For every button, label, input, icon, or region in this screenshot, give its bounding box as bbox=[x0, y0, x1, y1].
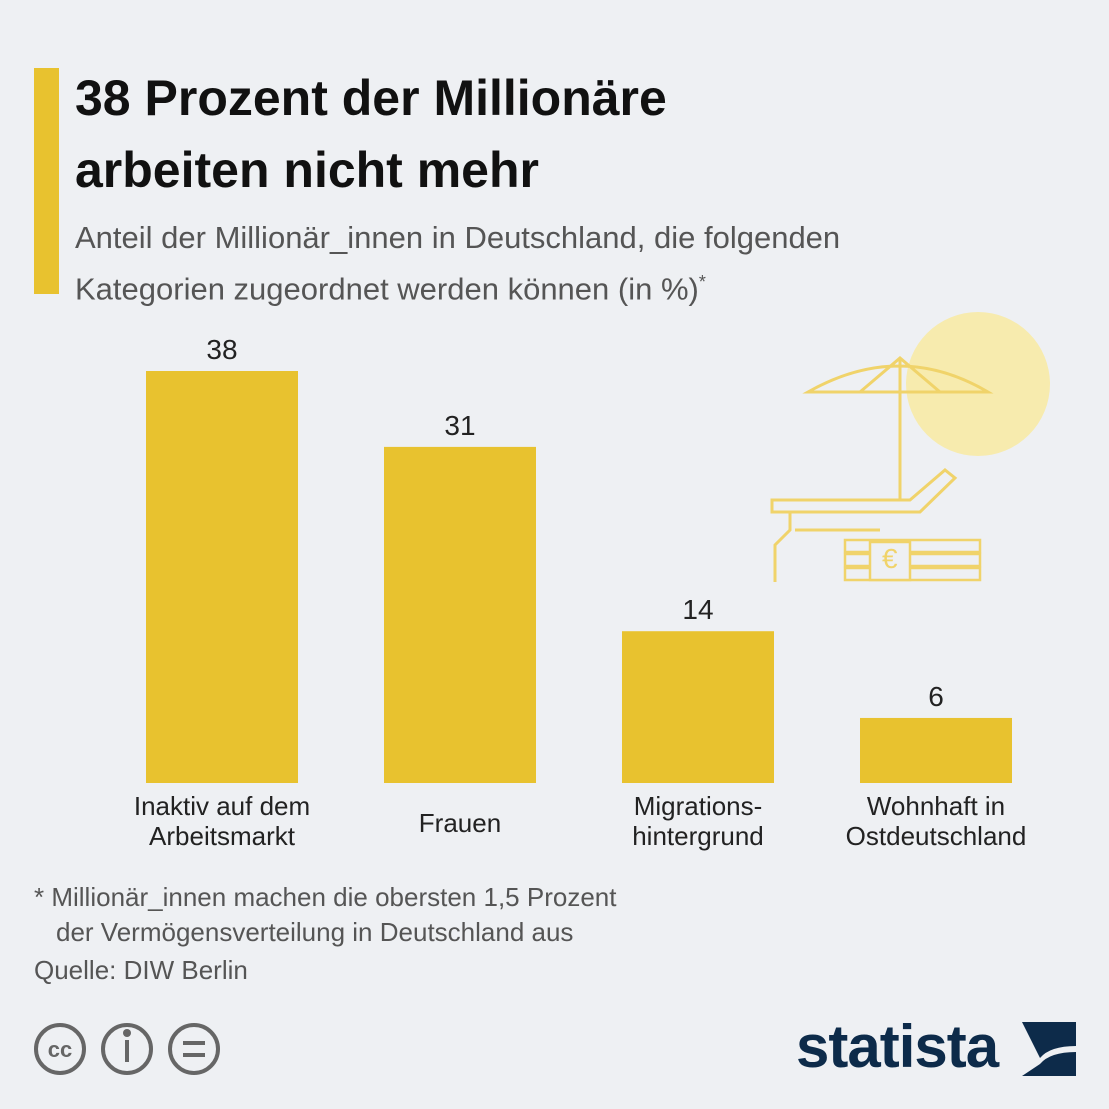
bar bbox=[860, 717, 1012, 783]
illustration: € bbox=[770, 312, 1050, 582]
subtitle-line: Anteil der Millionär_innen in Deutschlan… bbox=[75, 220, 841, 255]
title-line: arbeiten nicht mehr bbox=[75, 142, 539, 198]
footnote-line: der Vermögensverteilung in Deutschland a… bbox=[56, 917, 574, 947]
category-label: Migrations- bbox=[634, 791, 763, 821]
subtitle: Anteil der Millionär_innen in Deutschlan… bbox=[75, 216, 840, 311]
bar bbox=[384, 446, 536, 783]
title-line: 38 Prozent der Millionäre bbox=[75, 70, 667, 126]
subtitle-text: Kategorien zugeordnet werden können (in … bbox=[75, 271, 699, 307]
category-label: Arbeitsmarkt bbox=[149, 821, 296, 851]
bar bbox=[146, 371, 298, 783]
value-label: 14 bbox=[682, 594, 713, 625]
bar bbox=[622, 631, 774, 783]
title: 38 Prozent der Millionäre arbeiten nicht… bbox=[75, 62, 667, 206]
footnote-line: * Millionär_innen machen die obersten 1,… bbox=[34, 882, 617, 912]
subtitle-line: Kategorien zugeordnet werden können (in … bbox=[75, 260, 840, 311]
value-label: 38 bbox=[206, 334, 237, 365]
category-label: hintergrund bbox=[632, 821, 764, 851]
value-label: 31 bbox=[444, 410, 475, 441]
value-label: 6 bbox=[928, 681, 944, 712]
accent-bar bbox=[34, 68, 59, 294]
category-label: Frauen bbox=[419, 808, 501, 838]
subtitle-marker: * bbox=[698, 272, 706, 292]
category-label: Inaktiv auf dem bbox=[134, 791, 310, 821]
svg-text:€: € bbox=[882, 543, 898, 574]
category-label: Wohnhaft in bbox=[867, 791, 1005, 821]
source: Quelle: DIW Berlin bbox=[34, 955, 248, 985]
footnote: * Millionär_innen machen die obersten 1,… bbox=[34, 880, 616, 950]
category-label: Ostdeutschland bbox=[846, 821, 1027, 851]
logo: statista bbox=[796, 1013, 999, 1080]
